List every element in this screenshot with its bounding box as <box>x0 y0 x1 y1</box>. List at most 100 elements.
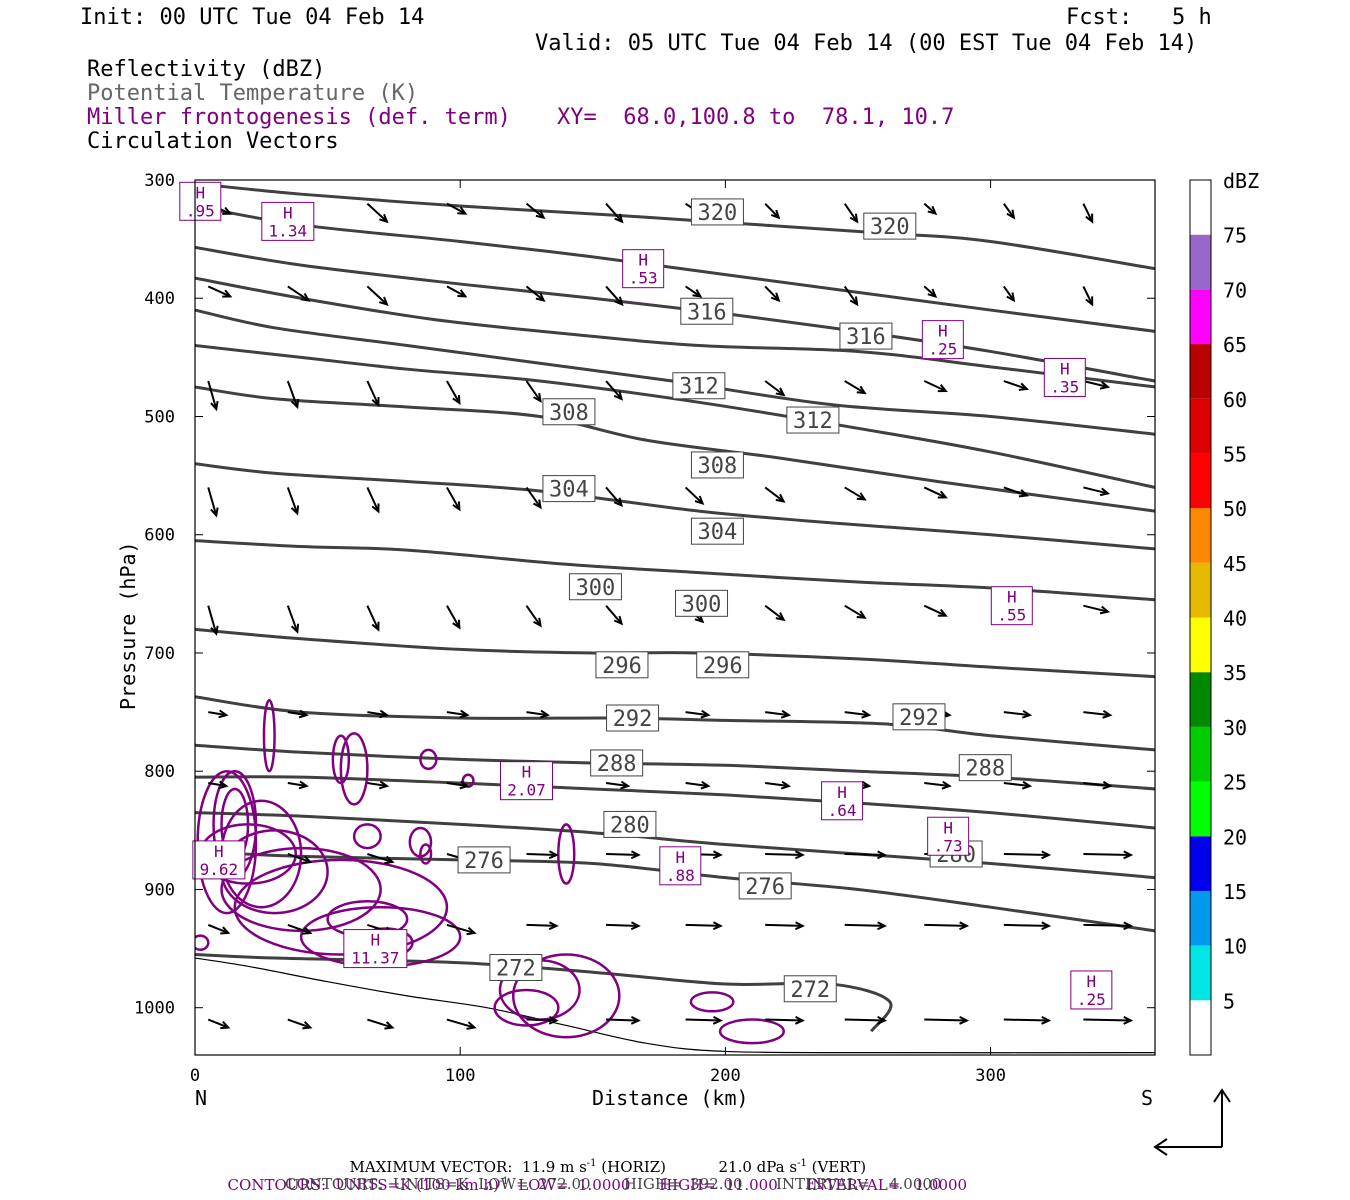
frontogenesis-max-symbol: H <box>938 322 948 341</box>
vector-head <box>620 780 631 790</box>
vector-shaft <box>606 923 639 927</box>
theta-label: 316 <box>839 322 893 350</box>
vector-shaft <box>606 852 639 856</box>
vector-shaft <box>207 285 231 298</box>
frontogenesis-max-value: .25 <box>1077 990 1106 1009</box>
vector-head <box>1021 780 1033 790</box>
frontogenesis-contour <box>419 843 433 865</box>
circulation-vector <box>844 486 867 501</box>
vector-shaft <box>526 711 548 717</box>
frontogenesis-contour <box>195 934 210 952</box>
theta-label: 308 <box>542 398 596 426</box>
theta-label-box <box>696 651 750 679</box>
circulation-vector <box>1083 604 1111 615</box>
vector-shaft <box>844 486 866 501</box>
circulation-vector <box>446 202 468 215</box>
circulation-vector <box>1083 921 1134 931</box>
theta-label: 288 <box>590 749 644 777</box>
theta-contour <box>195 276 1155 389</box>
colorbar-level-label: 10 <box>1223 935 1247 959</box>
vector-head <box>384 855 395 865</box>
vector-head <box>533 499 542 510</box>
circulation-vector <box>923 604 948 617</box>
vector-shaft <box>1003 923 1049 927</box>
vector-shaft <box>764 285 780 302</box>
vector-shaft <box>1083 486 1109 495</box>
vector-head <box>302 926 313 935</box>
theta-label: 304 <box>542 475 596 503</box>
vector-head <box>290 623 300 634</box>
x-end-label-left: N <box>195 1086 208 1110</box>
circulation-vector <box>685 1015 723 1025</box>
colorbar-level-label: 60 <box>1223 388 1247 412</box>
forecast-hour: Fcst: 5 h <box>1066 5 1212 30</box>
frontogenesis-contour <box>689 991 735 1013</box>
circulation-vector <box>286 487 300 516</box>
vector-shaft <box>525 605 542 627</box>
vector-head <box>927 288 938 298</box>
vector-head <box>379 213 389 224</box>
circulation-vector <box>844 709 872 719</box>
frontogenesis-max-symbol: H <box>195 183 205 202</box>
colorbar-swatch <box>1190 617 1211 673</box>
colorbar-level-label: 35 <box>1223 661 1247 685</box>
circulation-vector <box>843 203 859 224</box>
circulation-vector <box>844 380 867 395</box>
vector-head <box>539 709 550 719</box>
circulation-vector <box>765 921 805 931</box>
frontogenesis-contour <box>220 846 382 933</box>
theta-label-text: 300 <box>576 576 616 601</box>
frontogenesis-max-box <box>261 201 315 241</box>
vector-shaft <box>1003 285 1015 302</box>
vector-shaft <box>366 605 380 631</box>
vector-head <box>535 209 546 220</box>
frontogenesis-max-value: 11.37 <box>351 949 399 968</box>
frontogenesis-max-box <box>990 586 1033 626</box>
vector-shaft <box>923 380 947 392</box>
circulation-vector <box>446 605 461 630</box>
circulation-vector <box>1003 285 1016 303</box>
circulation-vector <box>844 1015 888 1025</box>
vector-head <box>614 213 624 224</box>
vector-head <box>379 296 389 306</box>
theta-label-box <box>786 406 840 434</box>
colorbar-level-label: 45 <box>1223 552 1247 576</box>
circulation-vector <box>764 604 786 622</box>
colorbar-level-label: 25 <box>1223 771 1247 795</box>
vector-shaft <box>844 711 870 717</box>
vector-shaft <box>765 782 789 788</box>
frontogenesis-contour <box>339 732 369 806</box>
vector-head <box>371 503 380 514</box>
vector-shaft <box>843 285 858 305</box>
plot-frame <box>194 179 1156 1056</box>
legend-circulation: Circulation Vectors <box>87 129 339 154</box>
vector-shaft <box>1083 782 1111 788</box>
vector-shaft <box>684 486 704 505</box>
circulation-vector <box>924 1015 970 1025</box>
vector-head <box>302 855 313 864</box>
circulation-vector <box>764 486 786 503</box>
circulation-vector <box>526 709 550 719</box>
theta-contour <box>195 204 1155 333</box>
frontogenesis-max-symbol: H <box>837 783 847 802</box>
vector-head <box>220 1020 231 1030</box>
vector-shaft <box>525 486 542 509</box>
circulation-vector <box>526 921 559 931</box>
init-time: Init: 00 UTC Tue 04 Feb 14 <box>80 5 425 30</box>
circulation-vector <box>446 923 477 936</box>
vector-shaft <box>1083 852 1131 856</box>
vector-head <box>371 396 380 408</box>
circulation-vector <box>367 709 390 719</box>
vector-shaft <box>446 605 461 629</box>
frontogenesis-max: H.25 <box>921 320 964 360</box>
circulation-vector <box>1003 780 1033 790</box>
circulation-vector <box>685 709 711 719</box>
theta-contour <box>195 627 1155 679</box>
colorbar-swatch <box>1190 180 1211 235</box>
frontogenesis-max: H.53 <box>622 249 665 289</box>
vector-head <box>1102 709 1113 719</box>
vector-shaft <box>287 782 307 788</box>
circulation-vector <box>207 1018 231 1030</box>
vector-shaft <box>1003 380 1028 390</box>
circulation-vector <box>1003 486 1030 498</box>
